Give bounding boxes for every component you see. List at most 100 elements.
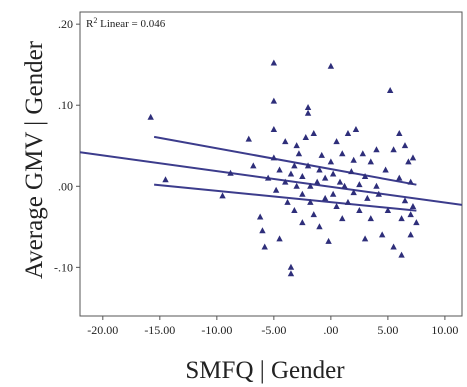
data-point bbox=[276, 235, 283, 242]
data-point bbox=[386, 87, 394, 94]
data-point bbox=[348, 168, 355, 175]
data-point bbox=[329, 190, 337, 197]
ci-lower-line bbox=[154, 183, 417, 212]
fit-line bbox=[80, 151, 462, 206]
data-point bbox=[344, 198, 352, 205]
data-point bbox=[219, 192, 226, 199]
x-tick-label: -10.00 bbox=[201, 323, 232, 337]
data-point bbox=[409, 154, 417, 161]
y-axis-title: Average GMV | Gender bbox=[21, 40, 48, 279]
data-point bbox=[333, 202, 340, 209]
data-point bbox=[270, 97, 278, 104]
data-point bbox=[339, 215, 346, 222]
y-tick-label: -.10 bbox=[54, 260, 73, 274]
data-point bbox=[318, 151, 325, 158]
data-point bbox=[325, 237, 332, 244]
y-tick-label: .00 bbox=[58, 179, 73, 193]
data-point bbox=[396, 130, 403, 136]
data-point bbox=[341, 182, 348, 189]
x-tick-label: -15.00 bbox=[144, 323, 175, 337]
data-point bbox=[313, 178, 321, 185]
data-point bbox=[375, 190, 382, 197]
data-point bbox=[227, 169, 234, 176]
data-point bbox=[359, 150, 366, 157]
data-point bbox=[310, 211, 317, 218]
data-point bbox=[352, 125, 360, 132]
x-tick-label: -5.00 bbox=[261, 323, 286, 337]
data-point bbox=[329, 170, 337, 177]
data-point bbox=[367, 158, 374, 165]
data-point bbox=[367, 215, 374, 222]
data-point bbox=[302, 134, 309, 141]
data-point bbox=[409, 202, 417, 209]
axes-layer: -20.00 -15.00 -10.00 -5.00 .00 5.00 10.00 -.10.… bbox=[54, 17, 458, 337]
data-point bbox=[407, 211, 414, 218]
data-point bbox=[304, 109, 312, 116]
data-point bbox=[295, 150, 303, 157]
data-point bbox=[396, 174, 403, 181]
data-point bbox=[287, 270, 295, 277]
data-point bbox=[373, 146, 380, 153]
data-point bbox=[245, 135, 252, 142]
x-tick-label: 10.00 bbox=[431, 323, 458, 337]
data-point bbox=[390, 243, 397, 250]
data-point bbox=[261, 243, 268, 250]
data-point bbox=[307, 182, 314, 189]
points-layer bbox=[147, 59, 420, 277]
data-point bbox=[356, 181, 363, 188]
data-point bbox=[364, 194, 371, 201]
data-point bbox=[316, 223, 323, 230]
data-point bbox=[401, 197, 409, 204]
data-point bbox=[378, 231, 386, 238]
data-point bbox=[293, 182, 300, 189]
data-point bbox=[276, 166, 283, 173]
data-point bbox=[293, 142, 300, 149]
data-point bbox=[401, 142, 409, 149]
data-point bbox=[272, 186, 280, 193]
data-point bbox=[327, 158, 335, 165]
data-point bbox=[407, 231, 414, 238]
data-point bbox=[304, 104, 312, 111]
data-point bbox=[321, 174, 329, 181]
x-tick-label: 5.00 bbox=[377, 323, 398, 337]
y-tick-label: .10 bbox=[58, 98, 73, 112]
x-axis-title: SMFQ | Gender bbox=[185, 357, 345, 384]
data-point bbox=[407, 178, 414, 185]
data-point bbox=[299, 172, 306, 179]
data-point bbox=[282, 138, 289, 145]
r2-annotation: R2 Linear = 0.046 bbox=[86, 16, 166, 30]
data-point bbox=[350, 156, 357, 163]
data-point bbox=[350, 189, 357, 196]
x-tick-label: -20.00 bbox=[87, 323, 118, 337]
data-point bbox=[284, 198, 291, 205]
data-point bbox=[287, 170, 295, 177]
data-point bbox=[356, 207, 363, 214]
data-point bbox=[264, 174, 272, 181]
data-point bbox=[333, 138, 340, 145]
data-point bbox=[398, 215, 405, 222]
data-point bbox=[162, 176, 169, 183]
data-point bbox=[307, 198, 314, 205]
data-point bbox=[361, 235, 369, 242]
data-point bbox=[339, 150, 346, 157]
r2-superscript: 2 bbox=[93, 16, 97, 25]
data-point bbox=[299, 190, 306, 197]
data-point bbox=[270, 59, 278, 66]
plot-frame bbox=[79, 11, 463, 317]
data-point bbox=[384, 207, 392, 214]
data-point bbox=[147, 113, 154, 120]
data-point bbox=[382, 166, 389, 173]
data-point bbox=[398, 251, 405, 258]
data-point bbox=[336, 178, 344, 185]
data-point bbox=[282, 178, 289, 185]
data-point bbox=[291, 162, 298, 169]
data-point bbox=[304, 162, 312, 169]
data-point bbox=[256, 213, 264, 220]
data-point bbox=[299, 219, 306, 226]
data-point bbox=[291, 207, 298, 214]
data-point bbox=[270, 154, 278, 161]
data-point bbox=[250, 162, 257, 169]
r2-prefix: R bbox=[86, 18, 94, 30]
data-point bbox=[259, 227, 266, 234]
